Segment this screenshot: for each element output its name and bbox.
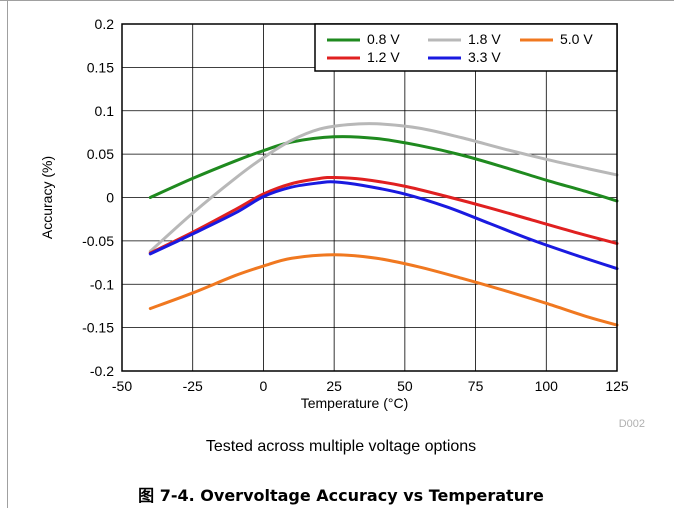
series-layer [148,122,619,327]
figure-title: 图 7-4. Overvoltage Accuracy vs Temperatu… [138,486,544,505]
y-tick-label: 0.2 [95,16,115,32]
x-tick-label: -25 [183,378,203,394]
series-line-1-2-v [148,175,619,255]
legend-box [314,23,618,72]
y-tick-label: -0.15 [82,320,114,336]
x-tick-label: 0 [260,378,268,394]
legend-label: 1.2 V [367,49,400,65]
legend: 0.8 V 1.8 V 5.0 V 1.2 V 3.3 V [314,23,618,72]
frame-top-rule [0,0,674,1]
legend-label: 1.8 V [468,31,501,47]
y-tick-label: 0.15 [87,59,114,75]
y-tick-label: -0.05 [82,233,114,249]
frame-left-rule [7,0,8,508]
x-tick-label: 50 [397,378,413,394]
grid-layer [121,23,618,372]
legend-label: 0.8 V [367,31,400,47]
series-line-1-8-v [148,122,619,253]
series-line-5-0-v [148,253,619,327]
y-tick-label: 0 [106,190,114,206]
figure-caption: Tested across multiple voltage options [205,438,477,455]
x-tick-label: 125 [605,378,629,394]
y-tick-label: 0.05 [87,146,114,162]
watermark-label: D002 [619,418,645,430]
y-tick-label: -0.2 [90,363,114,379]
legend-label: 5.0 V [560,31,593,47]
series-line-3-3-v [148,180,619,271]
x-tick-label: 25 [326,378,342,394]
x-axis-label: Temperature (°C) [301,395,409,411]
x-tick-label: 75 [468,378,484,394]
y-tick-label: -0.1 [90,276,114,292]
x-tick-label: 100 [535,378,559,394]
legend-label: 3.3 V [468,49,501,65]
y-axis-label: Accuracy (%) [39,156,55,239]
y-tick-label: 0.1 [95,103,115,119]
series-line-0-8-v [148,135,619,203]
accuracy-vs-temperature-chart: -50 -25 0 25 50 75 100 125 -0.2 -0.15 -0.1 -0.05 0 0.… [39,16,645,430]
x-tick-label: -50 [112,378,132,394]
tick-labels: -50 -25 0 25 50 75 100 125 -0.2 -0.15 -0.1 -0.05 0 0.… [82,16,629,394]
